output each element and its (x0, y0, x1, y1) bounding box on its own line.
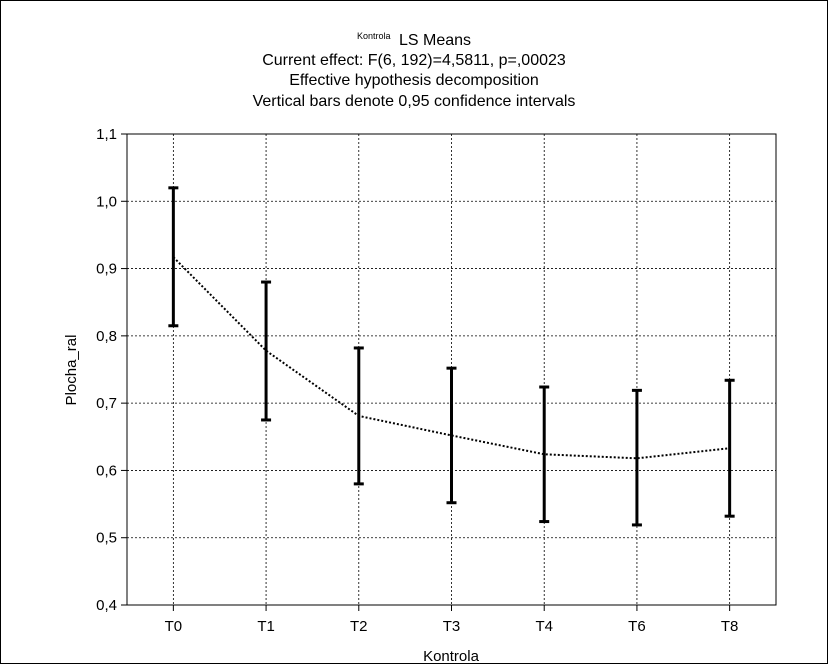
subtitle-line-2: Effective hypothesis decomposition (289, 72, 539, 89)
y-tick-label: 0,4 (96, 597, 117, 614)
error-bar (446, 366, 457, 505)
y-axis-label: Plocha_ral (63, 335, 80, 406)
error-bar (261, 280, 272, 422)
x-tick-label: T0 (165, 618, 183, 635)
title-prefix: Kontrola (357, 31, 391, 41)
x-axis-label: Kontrola (423, 648, 480, 664)
x-tick-label: T3 (443, 618, 461, 635)
error-bar (539, 385, 550, 524)
error-bar (724, 378, 735, 518)
y-tick-label: 0,7 (96, 395, 117, 412)
x-axis: T0 T1 T2 T3 T4 T6 T8 (165, 605, 739, 635)
title-main: LS Means (399, 32, 471, 49)
x-tick-label: T1 (257, 618, 275, 635)
subtitle-line-1: Current effect: F(6, 192)=4,5811, p=,000… (262, 52, 566, 69)
y-tick-label: 0,9 (96, 261, 117, 278)
error-bar (353, 346, 364, 486)
y-tick-label: 0,5 (96, 530, 117, 547)
subtitle-line-3: Vertical bars denote 0,95 confidence int… (253, 93, 576, 110)
error-bar (631, 388, 642, 527)
y-axis: 0,4 0,5 0,6 0,7 0,8 0,9 1,0 1,1 (96, 126, 127, 614)
x-tick-label: T6 (628, 618, 646, 635)
y-tick-label: 1,1 (96, 126, 117, 143)
chart-title: Kontrola LS Means (357, 26, 471, 49)
grid (127, 134, 776, 605)
error-bar (168, 186, 179, 328)
y-tick-label: 1,0 (96, 193, 117, 210)
x-tick-label: T4 (535, 618, 553, 635)
y-tick-label: 0,6 (96, 462, 117, 479)
x-tick-label: T2 (350, 618, 368, 635)
data-marks (168, 186, 735, 527)
y-tick-label: 0,8 (96, 328, 117, 345)
x-tick-label: T8 (721, 618, 739, 635)
